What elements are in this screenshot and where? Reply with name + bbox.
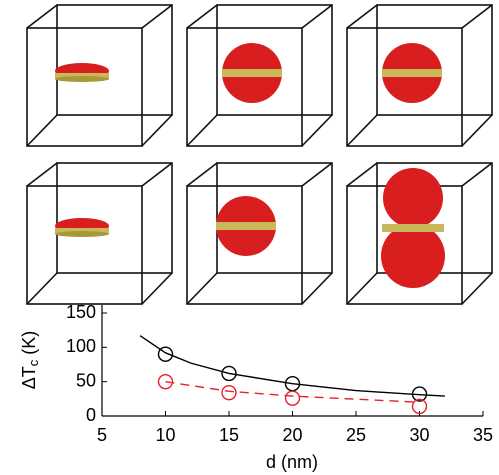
y-axis-label: ΔTc (K) <box>19 331 42 390</box>
x-axis-label: d (nm) <box>266 452 318 472</box>
x-tick-label: 35 <box>473 425 493 445</box>
x-tick-label: 15 <box>219 425 239 445</box>
y-tick-label: 0 <box>86 405 96 425</box>
y-label-main: ΔT <box>19 366 39 389</box>
data-point <box>286 391 300 405</box>
y-label-sub: c <box>26 359 41 366</box>
x-tick-label: 25 <box>346 425 366 445</box>
series-line <box>140 336 445 396</box>
x-tick-label: 10 <box>155 425 175 445</box>
render-panels <box>27 5 492 304</box>
y-tick-label: 50 <box>76 370 96 390</box>
x-tick-label: 20 <box>282 425 302 445</box>
y-tick-label: 150 <box>66 302 96 322</box>
y-label-unit: (K) <box>19 331 39 355</box>
x-tick-label: 5 <box>97 425 107 445</box>
y-tick-label: 100 <box>66 336 96 356</box>
figure: d (nm) ΔTc (K) 0 50 100 150 5 10 15 20 25 30 35 <box>0 0 499 475</box>
x-tick-label: 30 <box>409 425 429 445</box>
data-point <box>222 386 236 400</box>
